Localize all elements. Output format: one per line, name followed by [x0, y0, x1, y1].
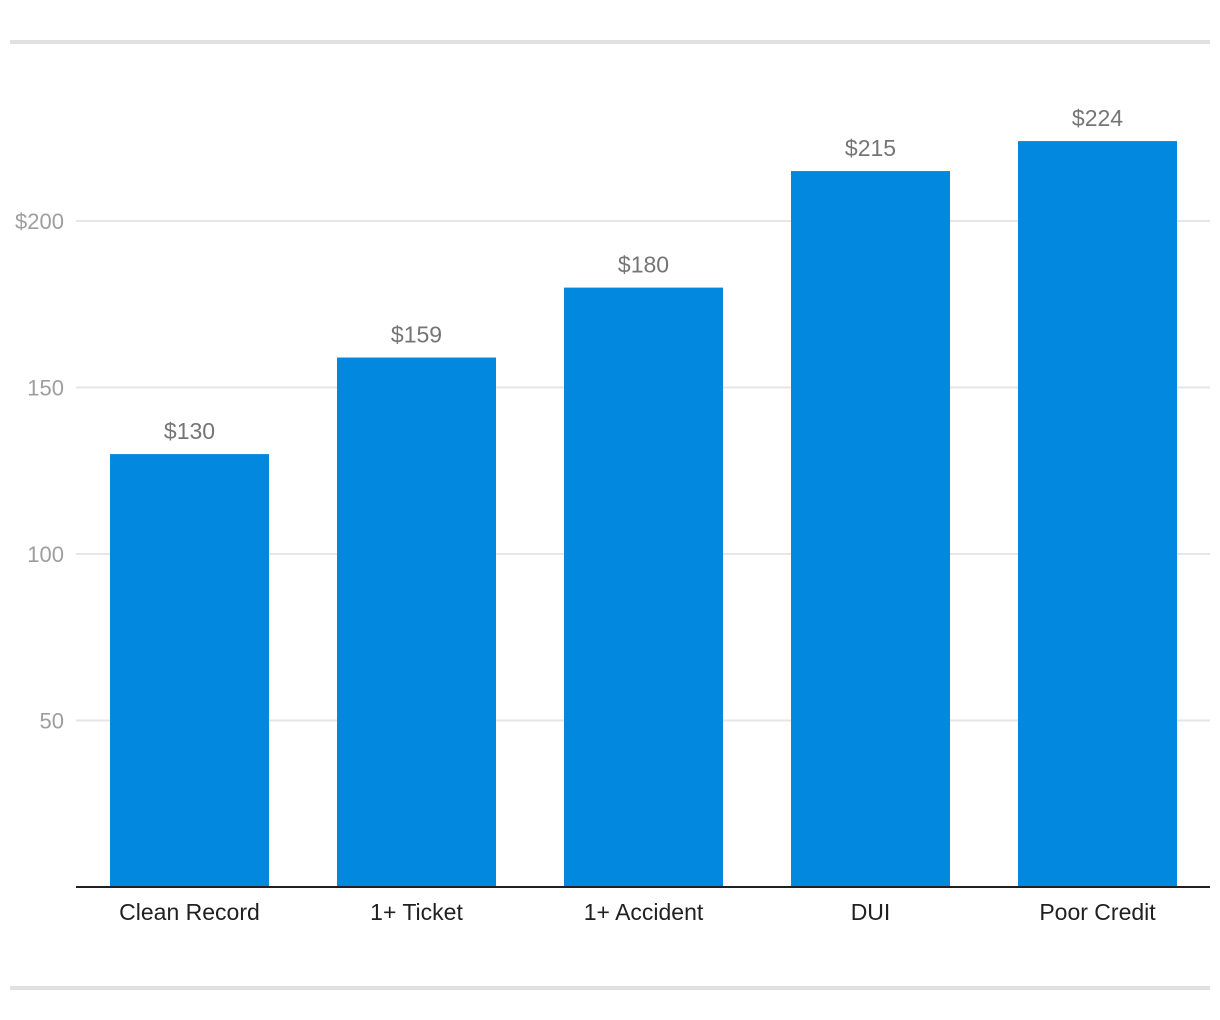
y-tick-label: 50 [40, 709, 64, 734]
x-tick-label: DUI [851, 899, 891, 925]
x-axis-ticks: Clean Record 1+ Ticket 1+ Accident DUI Poor … [119, 899, 1156, 925]
data-label: $159 [391, 322, 442, 348]
bar [564, 287, 723, 888]
bar [791, 171, 950, 888]
bars [110, 141, 1177, 888]
data-label: $180 [618, 252, 669, 278]
data-label: $215 [845, 135, 896, 161]
bar [110, 454, 269, 887]
data-label: $130 [164, 418, 215, 444]
x-tick-label: Clean Record [119, 899, 260, 925]
bar [1018, 141, 1177, 887]
bar [337, 357, 496, 887]
data-label: $224 [1072, 105, 1123, 131]
top-divider [10, 40, 1210, 44]
y-tick-label: 100 [27, 542, 64, 567]
y-tick-label: 150 [27, 376, 64, 401]
x-tick-label: 1+ Ticket [370, 899, 463, 925]
y-axis-ticks: 50 100 150 $200 [15, 209, 64, 734]
bottom-divider [10, 986, 1210, 990]
x-tick-label: Poor Credit [1039, 899, 1156, 925]
x-tick-label: 1+ Accident [584, 899, 704, 925]
data-labels: $130 $159 $180 $215 $224 [164, 105, 1123, 444]
y-tick-label: $200 [15, 209, 64, 234]
